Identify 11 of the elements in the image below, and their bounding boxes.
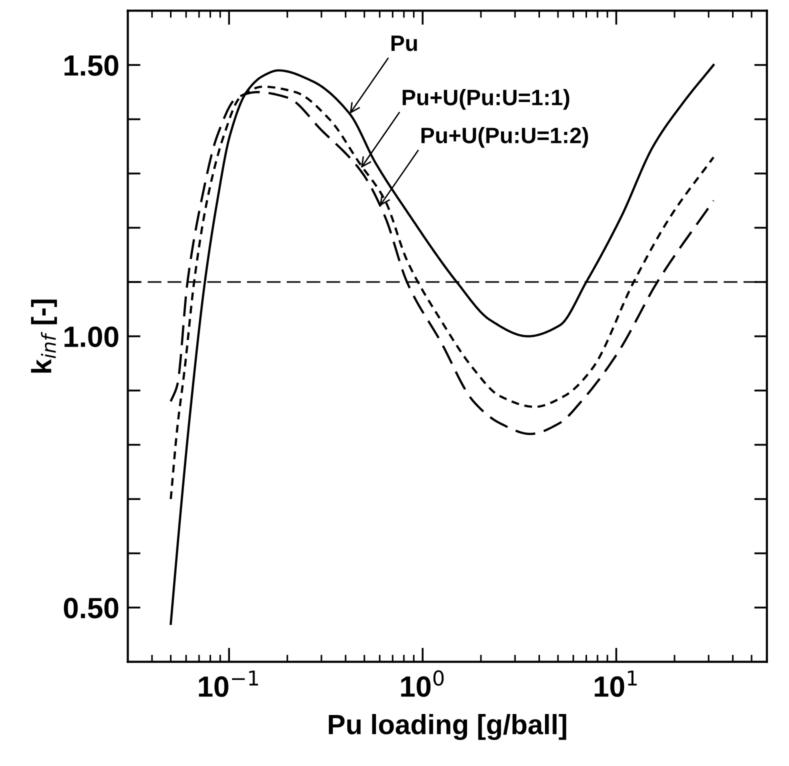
y-axis-title: k$_{inf}$ [-] [31,300,57,373]
x-tick-label: 10$^{1}$ [594,670,637,697]
y-tick-label: 1.50 [64,55,118,76]
annotation: Pu [391,36,417,52]
annotation: Pu+U(Pu:U=1:2) [421,127,588,148]
annotation: Pu+U(Pu:U=1:1) [402,89,570,110]
y-tick-label: 0.50 [64,598,118,618]
x-axis-title: Pu loading [g/ball] [328,714,566,740]
x-tick-label: 10$^{−1}$ [198,670,258,697]
x-tick-label: 10$^{0}$ [401,670,444,697]
y-tick-label: 1.00 [64,326,118,348]
